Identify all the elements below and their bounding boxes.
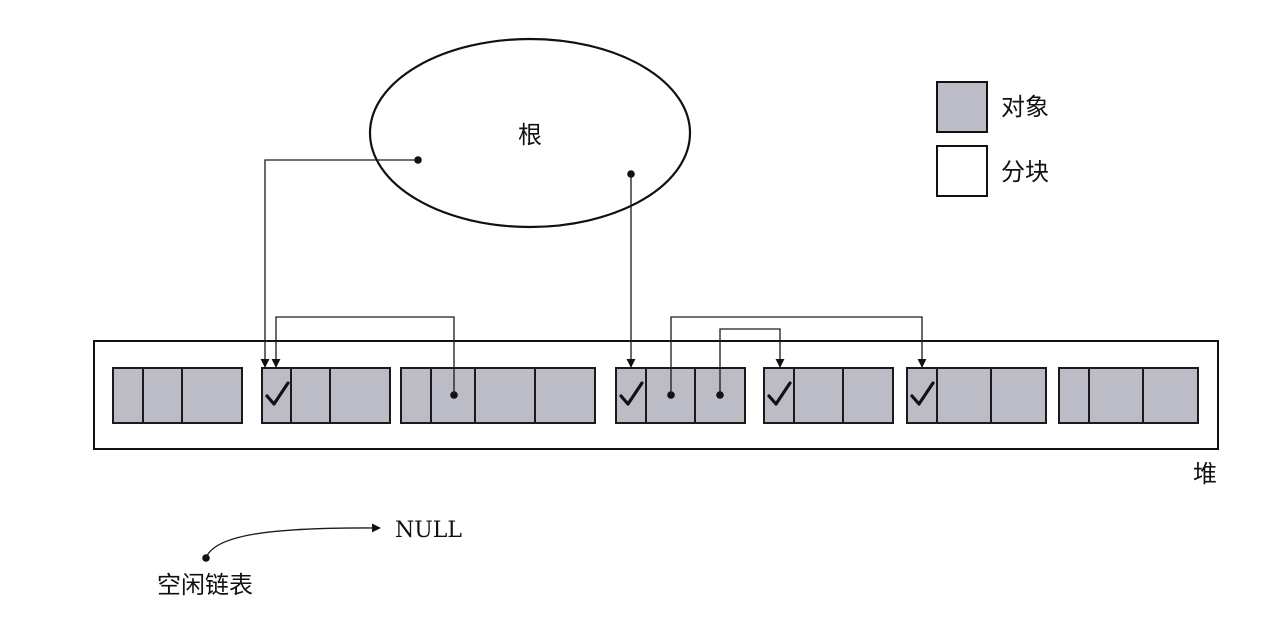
legend-object-swatch xyxy=(936,81,988,133)
block-field-cell xyxy=(936,367,992,424)
block-field-cell xyxy=(793,367,844,424)
heap-block-4 xyxy=(615,367,746,424)
root-ellipse xyxy=(368,37,692,229)
heap-block-6 xyxy=(906,367,1047,424)
heap-block-2 xyxy=(261,367,391,424)
heap-box xyxy=(93,340,1219,450)
legend-object-label: 对象 xyxy=(1001,93,1049,121)
heap-block-5 xyxy=(763,367,894,424)
mark-check-icon xyxy=(767,381,792,406)
edge-root-to-block-2 xyxy=(260,159,418,368)
block-field-cell xyxy=(142,367,183,424)
heap-block-3 xyxy=(400,367,596,424)
block-header-cell xyxy=(1058,367,1090,424)
block-field-cell xyxy=(1142,367,1199,424)
edge-block-4-to-block-5 xyxy=(719,328,785,395)
mark-check-icon xyxy=(910,381,935,406)
heap-block-7 xyxy=(1058,367,1199,424)
mark-check-icon xyxy=(265,381,290,406)
block-field-cell xyxy=(290,367,331,424)
block-header-cell xyxy=(400,367,432,424)
block-header-cell xyxy=(112,367,144,424)
heap-blocks xyxy=(112,367,1199,424)
block-field-cell xyxy=(329,367,391,424)
block-field-cell xyxy=(474,367,536,424)
root-label: 根 xyxy=(518,121,542,149)
block-field-cell xyxy=(842,367,894,424)
free-list-null: NULL xyxy=(395,518,462,543)
block-field-cell xyxy=(181,367,243,424)
edge-block-3-to-block-2 xyxy=(271,316,455,395)
block-field-cell xyxy=(990,367,1047,424)
reference-edges xyxy=(260,156,927,399)
legend-chunk-label: 分块 xyxy=(1001,158,1049,186)
heap-label: 堆 xyxy=(1193,460,1217,488)
block-field-cell xyxy=(1088,367,1144,424)
heap-block-1 xyxy=(112,367,243,424)
block-field-cell xyxy=(534,367,596,424)
mark-check-icon xyxy=(619,381,644,406)
legend-chunk-swatch xyxy=(936,145,988,197)
edge-block-4-to-block-6 xyxy=(670,316,927,395)
free-list-arrow xyxy=(205,523,381,559)
free-list-label: 空闲链表 xyxy=(157,571,253,599)
